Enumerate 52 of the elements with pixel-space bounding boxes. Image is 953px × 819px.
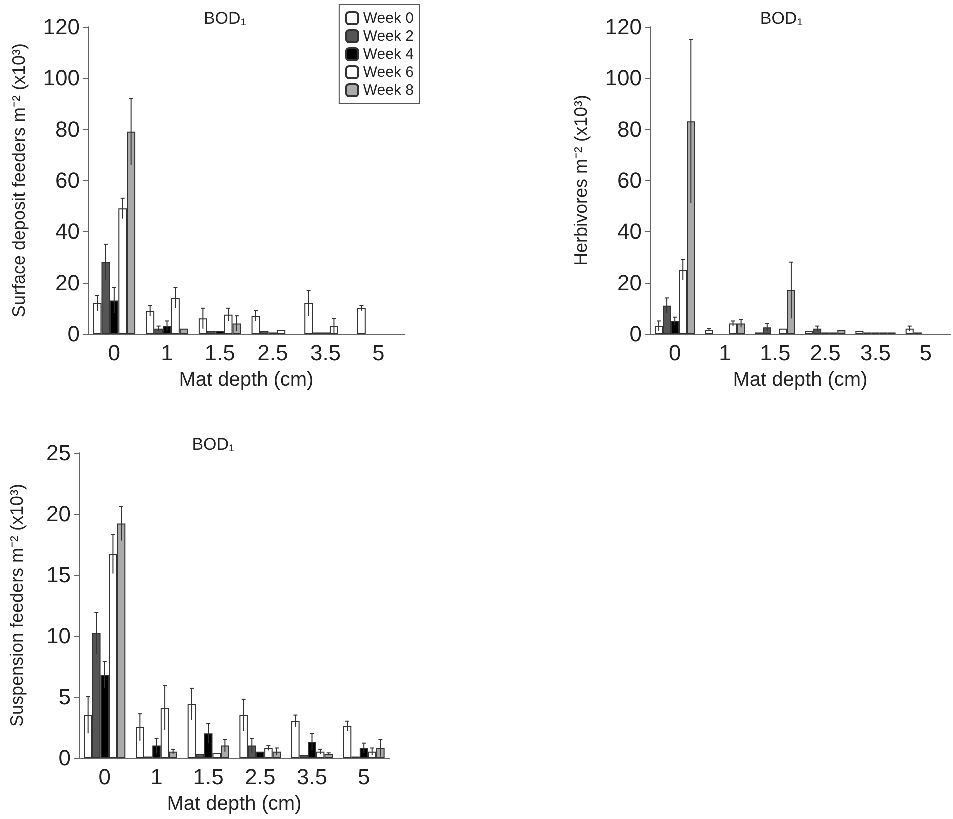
x-tick-label: 0 <box>668 340 682 366</box>
legend-label: Week 6 <box>363 64 414 81</box>
x-tick-label: 2.5 <box>245 764 276 790</box>
y-tick-label: 120 <box>43 14 80 40</box>
x-tick-label: 5 <box>920 340 932 366</box>
x-tick-label: 2.5 <box>810 340 841 366</box>
x-tick-label: 1.5 <box>204 340 236 366</box>
x-tick-label: 1 <box>161 340 174 366</box>
legend-label: Week 4 <box>363 46 414 63</box>
y-tick-label: 80 <box>56 116 80 142</box>
y-axis-title: Suspension feeders m⁻² (x10³) <box>7 484 27 728</box>
y-tick-label: 20 <box>618 270 642 296</box>
y-tick-label: 20 <box>46 502 71 526</box>
y-tick-label: 60 <box>618 168 642 193</box>
y-tick-label: 0 <box>630 322 642 346</box>
x-tick-label: 0 <box>98 764 112 790</box>
x-axis-title: Mat depth (cm) <box>179 369 314 391</box>
y-tick-label: 0 <box>58 746 71 770</box>
y-tick-label: 100 <box>43 66 80 91</box>
y-tick-label: 40 <box>618 219 642 244</box>
x-tick-label: 3.5 <box>860 340 892 366</box>
x-tick-label: 1 <box>719 340 732 366</box>
x-tick-label: 1.5 <box>193 764 224 790</box>
y-tick-label: 120 <box>605 14 642 40</box>
y-axis-title: Herbivores m⁻² (x10³) <box>571 94 591 266</box>
y-axis-title: Surface deposit feeders m⁻² (x10³) <box>9 43 29 318</box>
y-tick-label: 15 <box>46 562 71 588</box>
x-tick-label: 1 <box>150 764 163 790</box>
legend-label: Week 0 <box>363 10 414 27</box>
y-tick-label: 40 <box>56 219 80 244</box>
x-axis-title: Mat depth (cm) <box>167 793 302 815</box>
x-axis-title: Mat depth (cm) <box>733 369 868 391</box>
legend-label: Week 8 <box>363 82 414 99</box>
chart-title: BOD₁ <box>192 435 236 454</box>
legend-label: Week 2 <box>363 28 414 45</box>
y-tick-label: 20 <box>56 270 80 296</box>
chart-title: BOD₁ <box>760 9 804 28</box>
y-tick-label: 0 <box>68 322 80 346</box>
chart-title: BOD₁ <box>204 9 247 28</box>
x-tick-label: 1.5 <box>760 340 791 366</box>
y-tick-label: 10 <box>46 624 71 648</box>
x-tick-label: 2.5 <box>258 340 288 366</box>
y-tick-label: 100 <box>605 66 642 91</box>
x-tick-label: 0 <box>108 340 121 366</box>
y-tick-label: 25 <box>46 440 71 466</box>
x-tick-label: 5 <box>372 340 385 366</box>
x-tick-label: 5 <box>358 764 370 790</box>
x-tick-label: 3.5 <box>310 340 342 366</box>
y-tick-label: 80 <box>618 116 642 142</box>
y-tick-label: 5 <box>58 684 71 710</box>
x-tick-label: 3.5 <box>296 764 328 790</box>
y-tick-label: 60 <box>56 168 80 193</box>
